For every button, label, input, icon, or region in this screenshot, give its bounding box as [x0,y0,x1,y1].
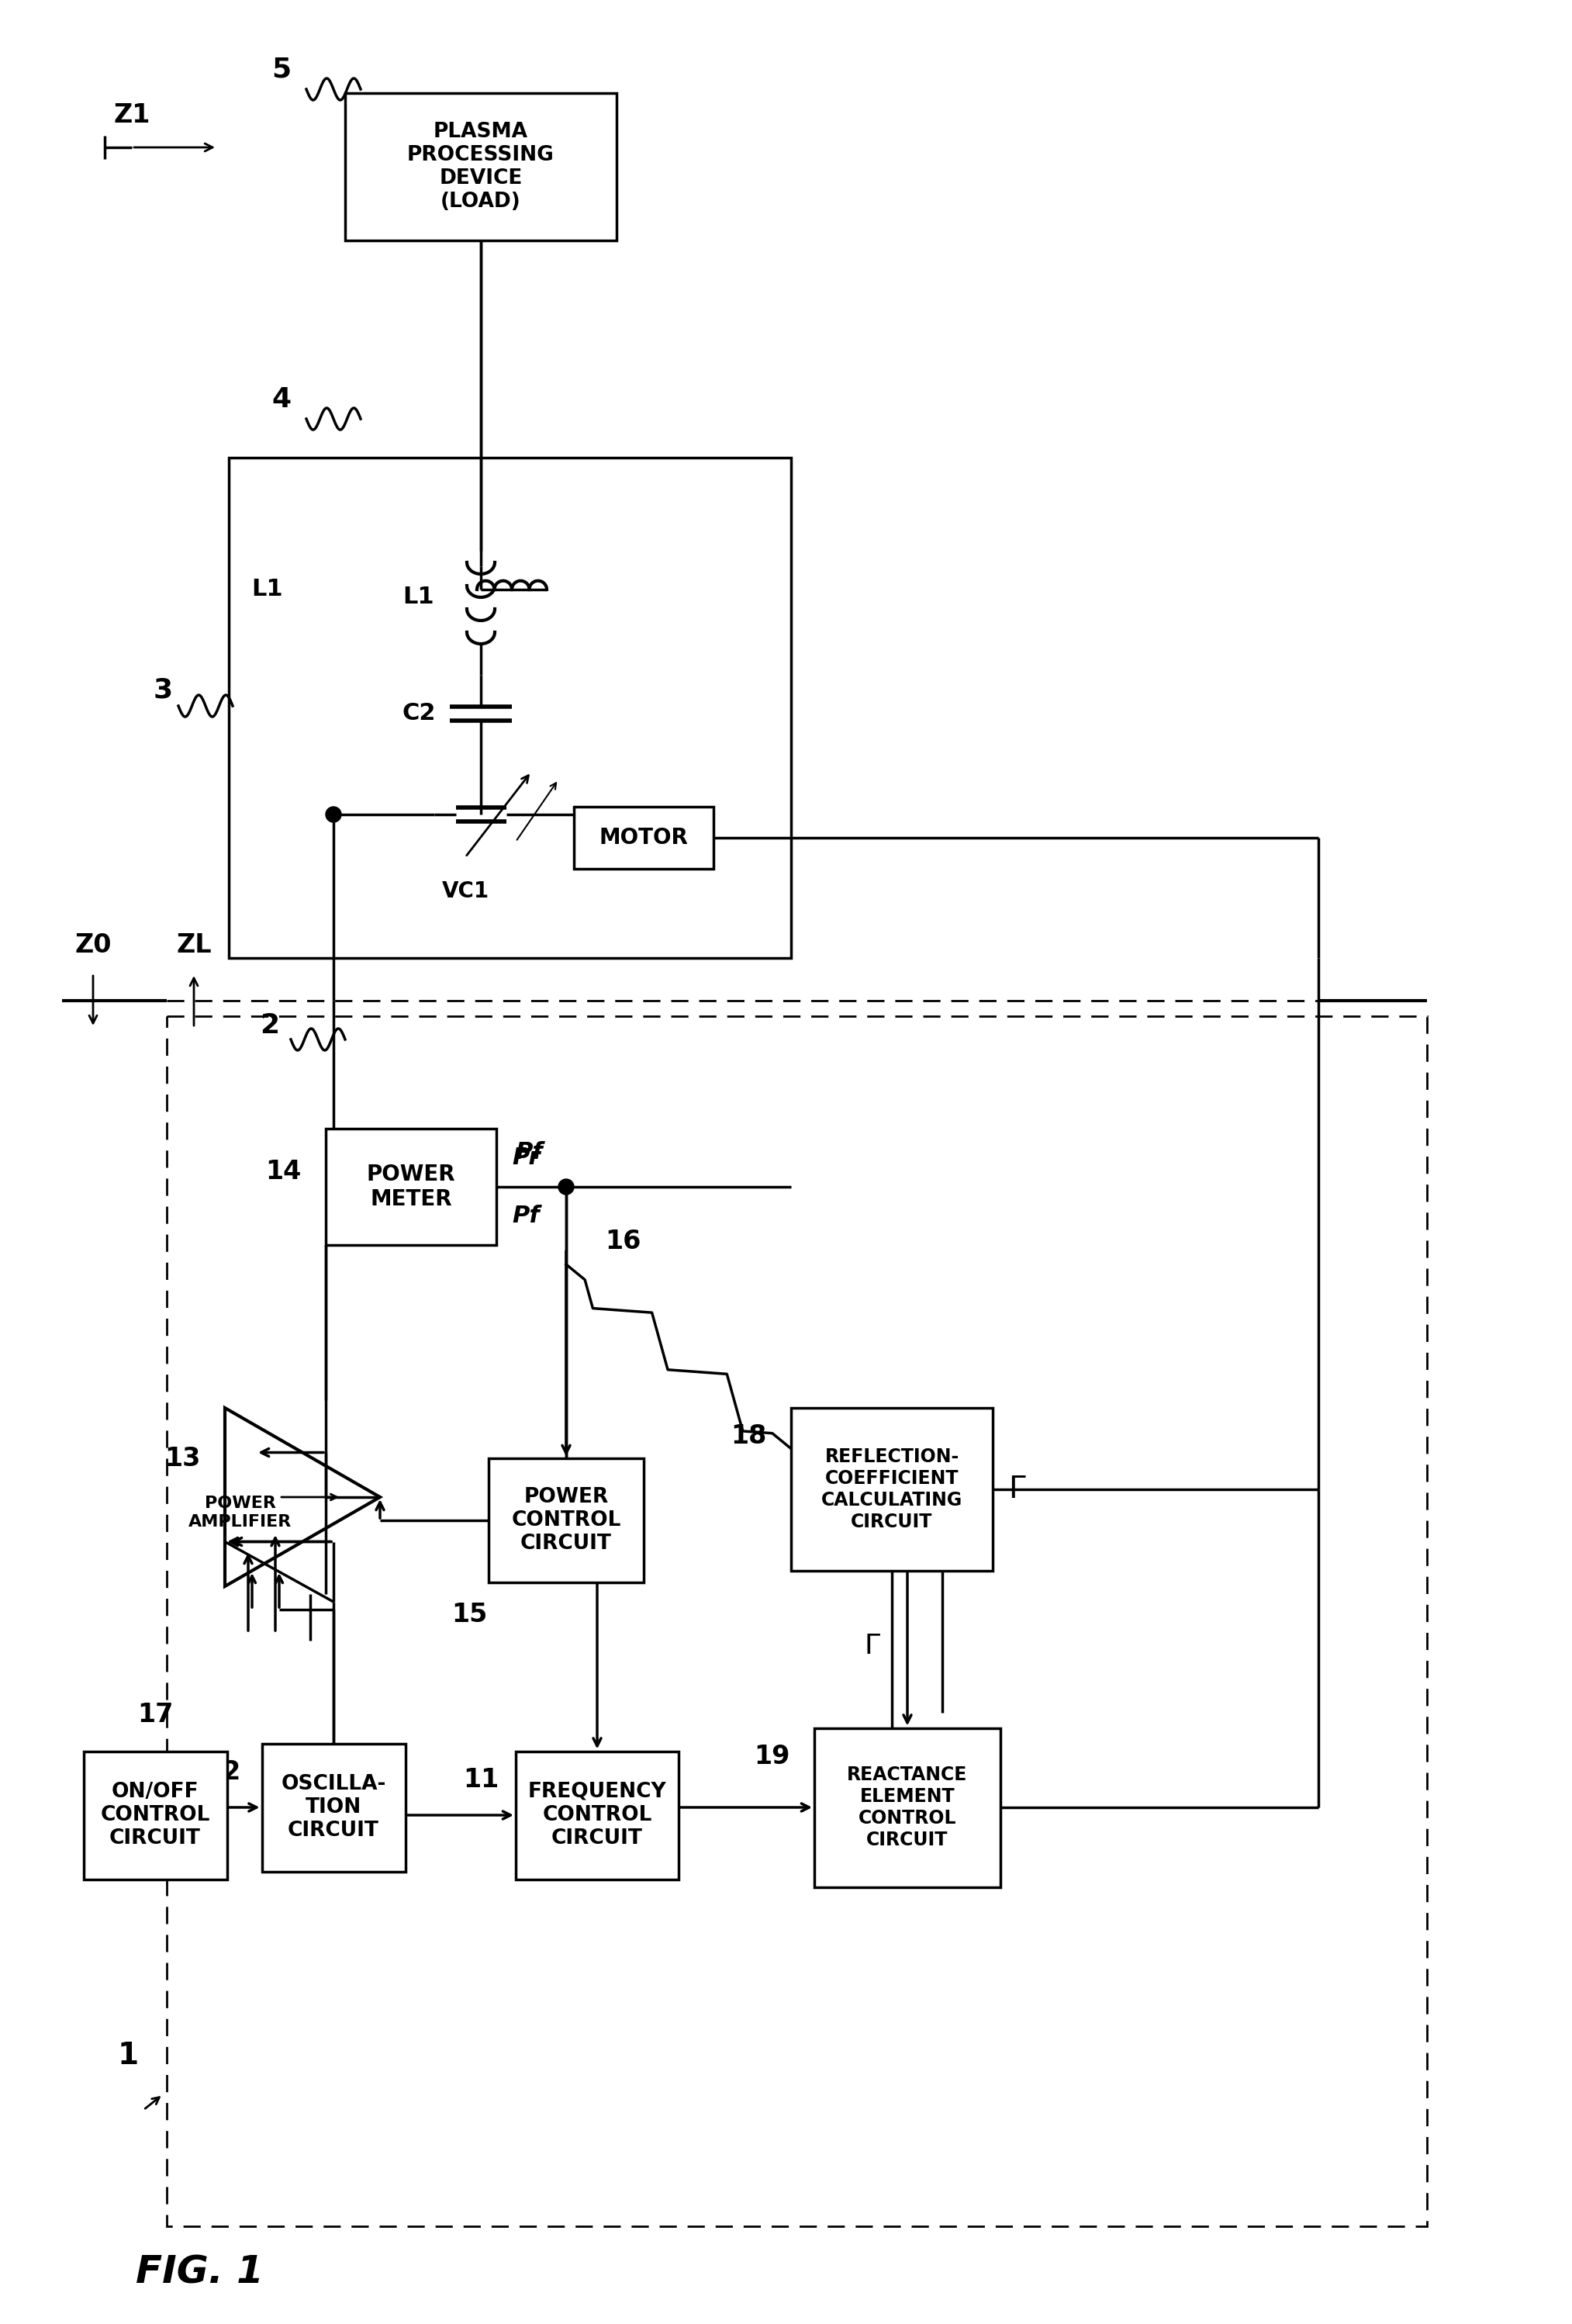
Text: REACTANCE
ELEMENT
CONTROL
CIRCUIT: REACTANCE ELEMENT CONTROL CIRCUIT [847,1766,968,1850]
Text: 4: 4 [272,386,291,414]
Bar [263,1743,406,1871]
Text: PLASMA
PROCESSING
DEVICE
(LOAD): PLASMA PROCESSING DEVICE (LOAD) [407,121,555,211]
Bar [230,458,791,957]
Text: 5: 5 [272,56,291,84]
Bar [489,1459,643,1583]
Text: Pf: Pf [516,1141,542,1164]
Text: MOTOR: MOTOR [599,827,689,848]
Text: 19: 19 [753,1743,789,1769]
Text: ZL: ZL [176,932,212,957]
Text: Z1: Z1 [113,102,151,128]
Text: POWER
AMPLIFIER: POWER AMPLIFIER [189,1497,292,1529]
Circle shape [558,1178,574,1195]
Bar [516,1752,679,1880]
Text: 18: 18 [731,1422,767,1448]
Text: C2: C2 [402,702,435,725]
Text: 1: 1 [118,2040,138,2071]
Text: VC1: VC1 [442,881,489,902]
Text: 2: 2 [259,1013,280,1039]
Text: $\Gamma$: $\Gamma$ [865,1634,880,1659]
Bar [83,1752,226,1880]
Bar [574,806,714,869]
Text: 11: 11 [462,1766,498,1792]
Text: 17: 17 [137,1701,173,1727]
Text: ON/OFF
CONTROL
CIRCUIT: ON/OFF CONTROL CIRCUIT [101,1783,211,1848]
Text: Pr: Pr [512,1146,541,1169]
Text: 14: 14 [266,1157,300,1185]
Circle shape [325,806,341,823]
Text: 12: 12 [204,1759,241,1785]
Text: Z0: Z0 [74,932,112,957]
Bar [346,93,616,239]
Text: FREQUENCY
CONTROL
CIRCUIT: FREQUENCY CONTROL CIRCUIT [528,1783,667,1848]
Text: 3: 3 [152,676,173,704]
Bar [167,1016,1427,2226]
Text: L1: L1 [252,579,283,602]
Text: $\Gamma$: $\Gamma$ [1008,1476,1027,1504]
Bar [814,1727,1000,1887]
Text: Pf: Pf [512,1204,539,1227]
Text: 16: 16 [605,1229,641,1255]
Text: POWER
METER: POWER METER [366,1164,456,1211]
Text: POWER
CONTROL
CIRCUIT: POWER CONTROL CIRCUIT [511,1487,621,1555]
Text: L1: L1 [402,586,434,609]
Text: OSCILLA-
TION
CIRCUIT: OSCILLA- TION CIRCUIT [281,1773,387,1841]
Bar [325,1129,497,1246]
Text: FIG. 1: FIG. 1 [135,2254,264,2291]
Text: 15: 15 [451,1601,487,1627]
Text: REFLECTION-
COEFFICIENT
CALCULATING
CIRCUIT: REFLECTION- COEFFICIENT CALCULATING CIRC… [821,1448,962,1532]
Text: 13: 13 [163,1446,200,1471]
Bar [791,1408,992,1571]
